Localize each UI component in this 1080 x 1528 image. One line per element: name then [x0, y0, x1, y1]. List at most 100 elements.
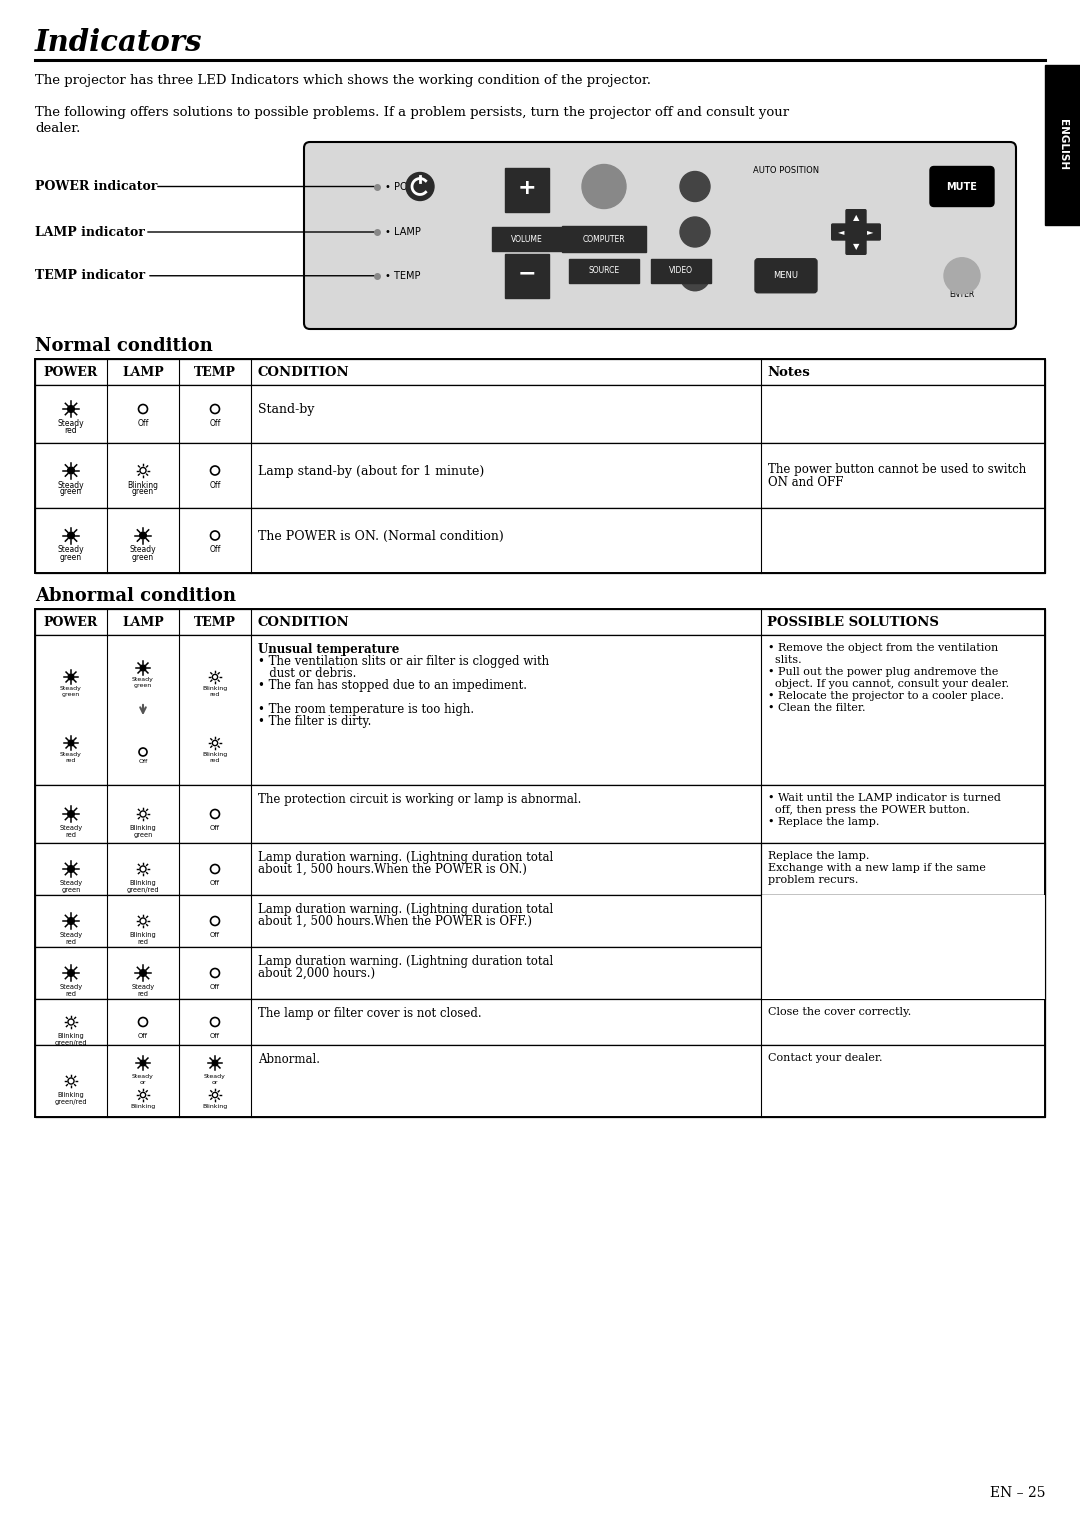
FancyBboxPatch shape — [832, 225, 852, 240]
Text: MENU: MENU — [773, 272, 798, 280]
Text: Indicators: Indicators — [35, 28, 203, 57]
Text: Lamp duration warning. (Lightning duration total: Lamp duration warning. (Lightning durati… — [258, 903, 553, 915]
Text: slits.: slits. — [768, 656, 801, 665]
Text: The lamp or filter cover is not closed.: The lamp or filter cover is not closed. — [258, 1007, 482, 1021]
Text: POWER: POWER — [44, 616, 98, 628]
Text: Notes: Notes — [767, 365, 810, 379]
Circle shape — [680, 171, 710, 202]
Text: green: green — [133, 833, 152, 837]
Circle shape — [680, 261, 710, 290]
FancyBboxPatch shape — [846, 238, 866, 254]
Text: TEMP: TEMP — [194, 365, 237, 379]
Circle shape — [68, 866, 75, 872]
Text: • POWER: • POWER — [384, 182, 430, 191]
Text: Lamp duration warning. (Lightning duration total: Lamp duration warning. (Lightning durati… — [258, 955, 553, 969]
Text: ENTER: ENTER — [949, 290, 974, 299]
Text: Blinking: Blinking — [130, 825, 157, 831]
FancyBboxPatch shape — [861, 225, 880, 240]
Text: SOURCE: SOURCE — [589, 266, 620, 275]
Text: Off: Off — [137, 419, 149, 428]
Text: green: green — [62, 886, 81, 892]
Text: ▼: ▼ — [853, 241, 860, 251]
Text: TEMP indicator: TEMP indicator — [35, 269, 145, 283]
Circle shape — [140, 1060, 146, 1067]
Text: about 1, 500 hours.When the POWER is OFF.): about 1, 500 hours.When the POWER is OFF… — [258, 915, 532, 927]
Text: or: or — [212, 1080, 218, 1085]
Bar — [1045, 66, 1080, 225]
Text: Steady: Steady — [60, 752, 82, 756]
Text: • Relocate the projector to a cooler place.: • Relocate the projector to a cooler pla… — [768, 691, 1004, 701]
Text: The following offers solutions to possible problems. If a problem persists, turn: The following offers solutions to possib… — [35, 105, 789, 119]
Bar — [35, 999, 1045, 1045]
Text: The projector has three LED Indicators which shows the working condition of the : The projector has three LED Indicators w… — [35, 73, 651, 87]
Text: problem recurs.: problem recurs. — [768, 876, 859, 885]
Text: green: green — [59, 553, 82, 561]
Text: green: green — [132, 553, 154, 561]
Text: red: red — [137, 940, 149, 944]
Bar — [35, 610, 1045, 636]
Text: −: − — [517, 264, 537, 284]
FancyBboxPatch shape — [651, 258, 711, 283]
Text: red: red — [65, 426, 78, 435]
Bar — [35, 385, 1045, 443]
Text: Off: Off — [138, 759, 148, 764]
Bar — [35, 636, 1045, 785]
Text: • Replace the lamp.: • Replace the lamp. — [768, 817, 879, 827]
Text: Steady: Steady — [57, 419, 84, 428]
Text: Steady: Steady — [130, 545, 157, 555]
Bar — [35, 895, 1045, 947]
Bar — [35, 785, 1045, 843]
Circle shape — [68, 674, 73, 680]
Text: CONDITION: CONDITION — [257, 616, 349, 628]
Bar — [35, 359, 1045, 573]
FancyBboxPatch shape — [303, 142, 1016, 329]
Text: • The room temperature is too high.: • The room temperature is too high. — [258, 703, 474, 717]
Text: Stand-by: Stand-by — [258, 403, 314, 417]
Circle shape — [139, 532, 147, 539]
Text: dealer.: dealer. — [35, 122, 80, 134]
Text: Abnormal.: Abnormal. — [258, 1053, 320, 1067]
FancyBboxPatch shape — [492, 228, 562, 251]
Text: Steady: Steady — [132, 984, 154, 990]
Text: • TEMP: • TEMP — [384, 270, 420, 281]
Text: • Remove the object from the ventilation: • Remove the object from the ventilation — [768, 643, 998, 652]
Text: EN – 25: EN – 25 — [989, 1487, 1045, 1500]
Circle shape — [68, 740, 73, 746]
Text: POSSIBLE SOLUTIONS: POSSIBLE SOLUTIONS — [767, 616, 939, 628]
Text: Blinking: Blinking — [202, 752, 228, 756]
Circle shape — [582, 165, 626, 208]
Text: off, then press the POWER button.: off, then press the POWER button. — [768, 805, 970, 814]
FancyBboxPatch shape — [930, 167, 994, 206]
Text: dust or debris.: dust or debris. — [258, 668, 356, 680]
Text: Normal condition: Normal condition — [35, 338, 213, 354]
Text: • Clean the filter.: • Clean the filter. — [768, 703, 865, 714]
Text: red: red — [210, 758, 220, 762]
Text: • LAMP: • LAMP — [384, 228, 421, 237]
Text: Off: Off — [210, 880, 220, 886]
Circle shape — [680, 217, 710, 248]
Circle shape — [68, 970, 75, 976]
Bar — [35, 947, 1045, 999]
Text: Contact your dealer.: Contact your dealer. — [768, 1053, 882, 1063]
Circle shape — [944, 258, 980, 293]
Text: Blinking: Blinking — [130, 932, 157, 938]
Text: object. If you cannot, consult your dealer.: object. If you cannot, consult your deal… — [768, 678, 1009, 689]
Text: Steady: Steady — [132, 677, 154, 681]
Text: green: green — [59, 487, 82, 497]
FancyBboxPatch shape — [505, 254, 549, 298]
FancyBboxPatch shape — [846, 209, 866, 226]
Text: Off: Off — [210, 1033, 220, 1039]
Text: green: green — [62, 692, 80, 697]
Text: Replace the lamp.: Replace the lamp. — [768, 851, 869, 860]
FancyBboxPatch shape — [569, 258, 639, 283]
Text: Steady: Steady — [204, 1074, 226, 1079]
Text: Steady: Steady — [59, 932, 82, 938]
Circle shape — [68, 468, 75, 474]
Text: • The filter is dirty.: • The filter is dirty. — [258, 715, 372, 727]
Circle shape — [68, 532, 75, 539]
Bar — [761, 895, 1045, 999]
Bar — [35, 443, 1045, 507]
Text: Off: Off — [210, 480, 220, 489]
Text: TEMP: TEMP — [194, 616, 237, 628]
Text: Lamp stand-by (about for 1 minute): Lamp stand-by (about for 1 minute) — [258, 465, 484, 478]
